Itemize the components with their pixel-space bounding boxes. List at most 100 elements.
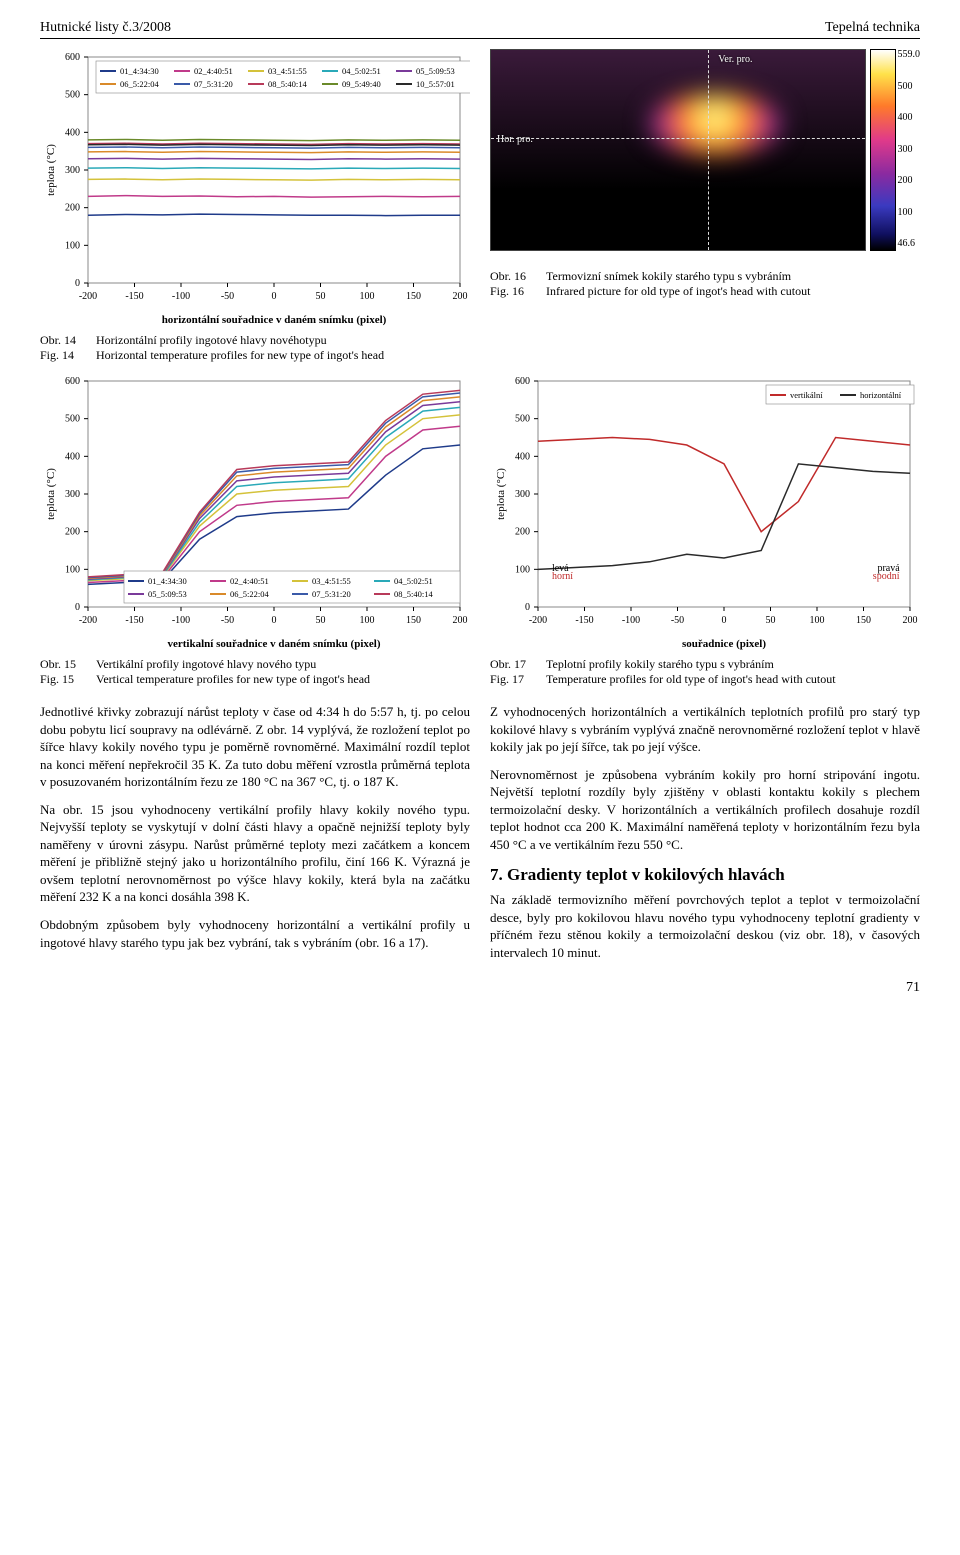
- svg-text:-200: -200: [79, 291, 97, 302]
- svg-text:07_5:31:20: 07_5:31:20: [194, 79, 233, 89]
- caption-fig17: Obr. 17Teplotní profily kokily starého t…: [490, 657, 920, 687]
- runhead-right: Tepelná technika: [825, 20, 920, 36]
- svg-text:500: 500: [65, 90, 80, 101]
- svg-text:04_5:02:51: 04_5:02:51: [394, 576, 433, 586]
- svg-text:100: 100: [810, 615, 825, 626]
- svg-text:souřadnice (pixel): souřadnice (pixel): [682, 638, 766, 650]
- svg-text:200: 200: [453, 291, 468, 302]
- svg-text:spodní: spodní: [873, 571, 900, 582]
- svg-text:150: 150: [406, 615, 421, 626]
- svg-text:200: 200: [65, 203, 80, 214]
- svg-text:vertikalní souřadnice v daném: vertikalní souřadnice v daném snímku (pi…: [168, 638, 381, 650]
- svg-text:teplota (°C): teplota (°C): [495, 468, 507, 520]
- svg-text:02_4:40:51: 02_4:40:51: [194, 66, 233, 76]
- svg-text:08_5:40:14: 08_5:40:14: [394, 589, 433, 599]
- svg-text:600: 600: [65, 376, 80, 387]
- svg-text:07_5:31:20: 07_5:31:20: [312, 589, 351, 599]
- svg-text:200: 200: [515, 527, 530, 538]
- svg-text:-150: -150: [125, 615, 143, 626]
- svg-text:400: 400: [65, 451, 80, 462]
- svg-text:-100: -100: [622, 615, 640, 626]
- svg-text:50: 50: [316, 615, 326, 626]
- svg-text:-200: -200: [79, 615, 97, 626]
- svg-text:600: 600: [65, 52, 80, 63]
- svg-text:teplota (°C): teplota (°C): [45, 468, 57, 520]
- svg-text:500: 500: [65, 414, 80, 425]
- thermal-image-fig16: Ver. pro. Hor. pro.: [490, 49, 866, 251]
- svg-text:03_4:51:55: 03_4:51:55: [312, 576, 351, 586]
- svg-text:200: 200: [903, 615, 918, 626]
- svg-text:05_5:09:53: 05_5:09:53: [148, 589, 187, 599]
- svg-text:08_5:40:14: 08_5:40:14: [268, 79, 307, 89]
- svg-text:vertikální: vertikální: [790, 390, 823, 400]
- svg-text:400: 400: [65, 127, 80, 138]
- colorbar-fig16: [870, 49, 896, 251]
- svg-text:01_4:34:30: 01_4:34:30: [120, 66, 159, 76]
- svg-text:50: 50: [316, 291, 326, 302]
- svg-text:horizontální souřadnice v dané: horizontální souřadnice v daném snímku (…: [162, 314, 387, 326]
- body-p1: Jednotlivé křivky zobrazují nárůst teplo…: [40, 703, 470, 791]
- thermal-hor-label: Hor. pro.: [497, 134, 533, 145]
- body-p5: Nerovnoměrnost je způsobena vybráním kok…: [490, 766, 920, 854]
- body-p4: Z vyhodnocených horizontálních a vertiká…: [490, 703, 920, 756]
- caption-fig16: Obr. 16Termovizní snímek kokily starého …: [490, 269, 920, 299]
- page-number: 71: [40, 980, 920, 996]
- svg-text:0: 0: [272, 615, 277, 626]
- svg-text:500: 500: [515, 414, 530, 425]
- svg-text:-150: -150: [125, 291, 143, 302]
- svg-text:10_5:57:01: 10_5:57:01: [416, 79, 455, 89]
- svg-text:-150: -150: [575, 615, 593, 626]
- cbar-max: 559.0: [898, 49, 921, 60]
- svg-text:-100: -100: [172, 291, 190, 302]
- svg-text:150: 150: [406, 291, 421, 302]
- body-p3: Obdobným způsobem byly vyhodnoceny horiz…: [40, 916, 470, 951]
- svg-text:0: 0: [272, 291, 277, 302]
- svg-text:03_4:51:55: 03_4:51:55: [268, 66, 307, 76]
- svg-text:0: 0: [722, 615, 727, 626]
- body-p2: Na obr. 15 jsou vyhodnoceny vertikální p…: [40, 801, 470, 906]
- svg-text:400: 400: [515, 451, 530, 462]
- svg-text:02_4:40:51: 02_4:40:51: [230, 576, 269, 586]
- colorbar-ticks: 559.0 500 400 300 200 100 46.6: [898, 49, 921, 249]
- svg-text:06_5:22:04: 06_5:22:04: [120, 79, 159, 89]
- svg-text:teplota (°C): teplota (°C): [45, 144, 57, 196]
- svg-text:300: 300: [515, 489, 530, 500]
- svg-text:-200: -200: [529, 615, 547, 626]
- svg-text:0: 0: [75, 278, 80, 289]
- chart-fig15: -200 -150 -100 -50 0 50 100 150 200 0 100 200 300 400…: [40, 373, 470, 653]
- cbar-min: 46.6: [898, 238, 921, 249]
- runhead-left: Hutnické listy č.3/2008: [40, 20, 171, 36]
- section7-title: 7. Gradienty teplot v kokilových hlavách: [490, 865, 920, 885]
- svg-text:0: 0: [75, 602, 80, 613]
- svg-text:100: 100: [360, 615, 375, 626]
- svg-text:200: 200: [65, 527, 80, 538]
- svg-text:100: 100: [65, 240, 80, 251]
- svg-text:horizontální: horizontální: [860, 390, 902, 400]
- svg-text:100: 100: [65, 564, 80, 575]
- svg-text:-50: -50: [221, 291, 234, 302]
- svg-text:horní: horní: [552, 571, 573, 582]
- svg-text:09_5:49:40: 09_5:49:40: [342, 79, 381, 89]
- section7-p: Na základě termovizního měření povrchový…: [490, 891, 920, 961]
- svg-text:50: 50: [766, 615, 776, 626]
- svg-text:600: 600: [515, 376, 530, 387]
- svg-text:06_5:22:04: 06_5:22:04: [230, 589, 269, 599]
- caption-fig15: Obr. 15Vertikální profily ingotové hlavy…: [40, 657, 470, 687]
- svg-text:04_5:02:51: 04_5:02:51: [342, 66, 381, 76]
- svg-text:100: 100: [360, 291, 375, 302]
- svg-text:-50: -50: [671, 615, 684, 626]
- svg-text:01_4:34:30: 01_4:34:30: [148, 576, 187, 586]
- running-head: Hutnické listy č.3/2008 Tepelná technika: [40, 20, 920, 39]
- thermal-ver-label: Ver. pro.: [718, 54, 752, 65]
- svg-text:0: 0: [525, 602, 530, 613]
- svg-text:200: 200: [453, 615, 468, 626]
- svg-text:150: 150: [856, 615, 871, 626]
- svg-text:-100: -100: [172, 615, 190, 626]
- svg-text:05_5:09:53: 05_5:09:53: [416, 66, 455, 76]
- svg-text:300: 300: [65, 489, 80, 500]
- caption-fig14: Obr. 14Horizontální profily ingotové hla…: [40, 333, 470, 363]
- chart-fig17: -200-150-100-500501001502000100200300400…: [490, 373, 920, 653]
- svg-text:-50: -50: [221, 615, 234, 626]
- svg-text:300: 300: [65, 165, 80, 176]
- chart-fig14: -200 -150 -100 -50 0 50 100 150 200 0 100 200 300 400…: [40, 49, 470, 329]
